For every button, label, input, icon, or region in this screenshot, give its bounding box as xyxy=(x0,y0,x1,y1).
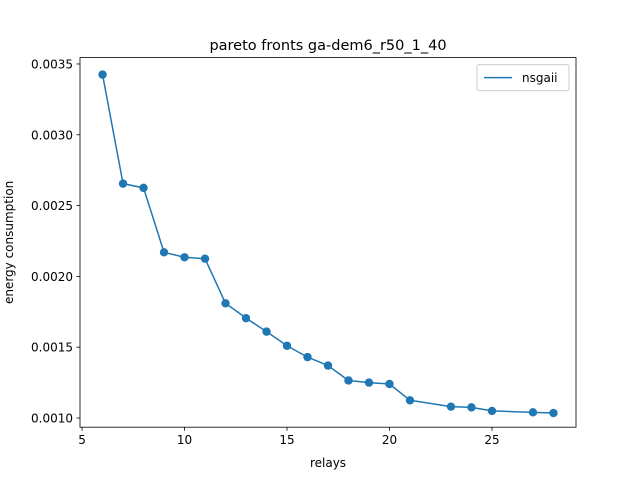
y-tick-label: 0.0035 xyxy=(31,57,73,71)
y-tick-label: 0.0010 xyxy=(31,411,73,425)
data-point xyxy=(159,248,169,257)
data-point xyxy=(487,406,497,416)
x-tick-label: 5 xyxy=(78,433,86,447)
x-tick-label: 15 xyxy=(279,433,294,447)
data-point xyxy=(549,408,558,418)
data-point xyxy=(467,403,476,412)
data-point xyxy=(385,379,394,389)
data-point xyxy=(221,299,230,308)
x-tick-label: 25 xyxy=(484,433,499,447)
data-point xyxy=(139,183,148,193)
legend-label-nsgaii: nsgaii xyxy=(522,71,558,85)
data-point xyxy=(262,327,271,336)
data-point xyxy=(118,179,128,188)
plot-frame xyxy=(79,57,577,428)
legend-box xyxy=(476,64,570,92)
data-point xyxy=(200,254,210,263)
data-point xyxy=(180,253,189,262)
data-point xyxy=(98,70,107,79)
x-tick-label: 20 xyxy=(382,433,397,447)
data-point xyxy=(282,341,292,350)
y-tick-label: 0.0025 xyxy=(31,199,73,213)
y-tick-label: 0.0015 xyxy=(31,341,73,355)
y-axis-ticks: 0.0010 0.0015 0.0020 0.0025 0.0030 0.0035 xyxy=(31,57,80,425)
y-axis-label: energy consumption xyxy=(2,181,16,304)
x-axis-ticks: 5 10 15 20 25 xyxy=(78,427,500,447)
data-point xyxy=(323,361,333,370)
y-tick-label: 0.0020 xyxy=(31,270,73,284)
data-point xyxy=(303,352,312,362)
data-point xyxy=(241,313,251,323)
plot-area xyxy=(80,57,576,428)
data-point xyxy=(364,378,374,387)
y-tick-label: 0.0030 xyxy=(31,128,73,142)
legend: nsgaii xyxy=(476,64,570,92)
x-tick-label: 10 xyxy=(177,433,192,447)
data-point xyxy=(405,396,415,405)
data-point xyxy=(528,408,538,417)
data-point xyxy=(446,402,456,411)
x-axis-label: relays xyxy=(310,456,346,470)
data-point xyxy=(344,376,353,385)
chart-title: pareto fronts ga-dem6_r50_1_40 xyxy=(209,38,446,54)
series-layer xyxy=(98,70,558,418)
